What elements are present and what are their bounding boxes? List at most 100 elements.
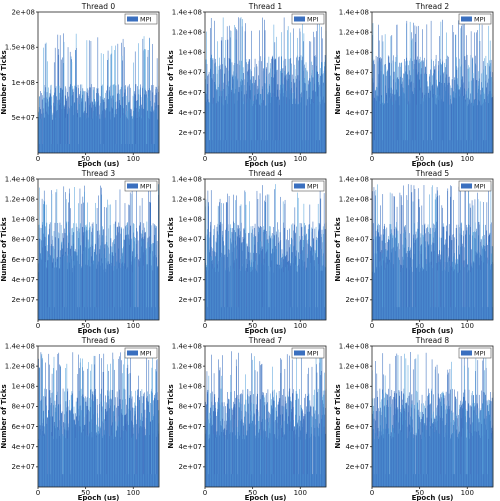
bar: [468, 270, 470, 320]
bar: [235, 39, 237, 153]
plot-frame: [204, 345, 327, 488]
legend-swatch: [127, 183, 138, 189]
y-tick-label: 6e+07: [345, 423, 369, 431]
bar: [255, 94, 256, 153]
bar: [436, 197, 437, 320]
bar: [439, 36, 440, 153]
bar: [244, 31, 246, 154]
bar: [62, 57, 63, 153]
bar: [138, 375, 139, 487]
bar: [440, 394, 441, 487]
bar-series-mpi: [372, 351, 494, 487]
bar: [462, 243, 463, 320]
bar: [108, 204, 110, 320]
bar: [485, 55, 487, 153]
bar: [45, 362, 46, 487]
bar: [243, 101, 245, 153]
bar: [427, 86, 428, 153]
bar: [308, 224, 310, 320]
legend-swatch: [461, 350, 472, 356]
bar: [138, 108, 140, 153]
legend-box: [124, 347, 158, 359]
bar: [466, 227, 468, 320]
bar: [137, 100, 139, 153]
bar: [430, 90, 431, 153]
x-tick-label: 0: [203, 322, 207, 330]
bar: [122, 60, 123, 153]
bar: [284, 368, 286, 487]
bar: [491, 97, 493, 153]
legend-label: MPI: [474, 349, 486, 357]
y-tick-label: 1.4e+08: [5, 342, 35, 350]
bar: [96, 223, 97, 320]
legend: MPI: [291, 13, 325, 25]
plot-frame: [371, 178, 494, 321]
bar: [52, 119, 53, 153]
chart-panel-4: Thread 42e+074e+076e+078e+071e+081.2e+08…: [167, 169, 327, 335]
bar: [115, 436, 116, 487]
bar: [131, 117, 133, 153]
bar: [385, 417, 386, 487]
bar: [148, 188, 149, 320]
bar: [223, 89, 225, 153]
bar: [431, 59, 432, 154]
bar: [393, 55, 394, 153]
bar: [245, 204, 247, 320]
bar: [121, 360, 122, 487]
bar: [435, 193, 437, 320]
bar: [291, 252, 293, 320]
plot-frame: [204, 178, 327, 321]
legend-label: MPI: [474, 182, 486, 190]
x-tick-label: 100: [294, 489, 307, 497]
bar: [90, 40, 92, 153]
bar: [487, 402, 488, 487]
bar: [460, 28, 462, 154]
bar: [131, 185, 133, 320]
bar: [275, 59, 277, 154]
bar: [461, 22, 463, 154]
bar: [267, 243, 269, 320]
bar: [306, 90, 307, 153]
bar: [449, 369, 451, 487]
bar: [475, 358, 477, 487]
chart-panel-7: Thread 72e+074e+076e+078e+071e+081.2e+08…: [167, 336, 327, 501]
bar: [292, 104, 293, 153]
bar: [483, 399, 485, 487]
bar: [420, 434, 421, 487]
bar: [291, 359, 293, 487]
bar: [406, 426, 408, 487]
y-tick-label: 8e+07: [11, 236, 35, 244]
bar: [43, 47, 44, 153]
bar: [249, 59, 251, 153]
bar: [301, 60, 303, 153]
y-tick-label: 1e+08: [11, 79, 35, 87]
bar: [217, 205, 219, 320]
bar: [59, 35, 61, 154]
legend-box: [291, 180, 325, 192]
y-tick-label: 4e+07: [11, 443, 35, 451]
bar: [479, 21, 480, 154]
x-tick-label: 100: [461, 322, 474, 330]
y-tick-label: 6e+07: [178, 423, 202, 431]
bar: [115, 45, 116, 154]
bar: [61, 411, 63, 487]
bar: [112, 352, 114, 487]
x-tick-label: 50: [81, 322, 90, 330]
bar: [246, 258, 247, 320]
bar: [426, 24, 428, 153]
bar: [129, 192, 131, 320]
bar-series-mpi: [205, 351, 327, 487]
bar: [477, 30, 478, 154]
legend-box: [124, 13, 158, 25]
bar: [315, 355, 317, 487]
bar: [58, 268, 60, 320]
bar: [463, 18, 465, 154]
bar: [69, 410, 71, 487]
bar: [297, 192, 298, 320]
bar: [269, 226, 270, 320]
legend-swatch: [294, 350, 305, 356]
bar: [451, 186, 452, 320]
bar: [237, 426, 238, 487]
bar: [303, 416, 304, 487]
bar: [264, 30, 266, 153]
